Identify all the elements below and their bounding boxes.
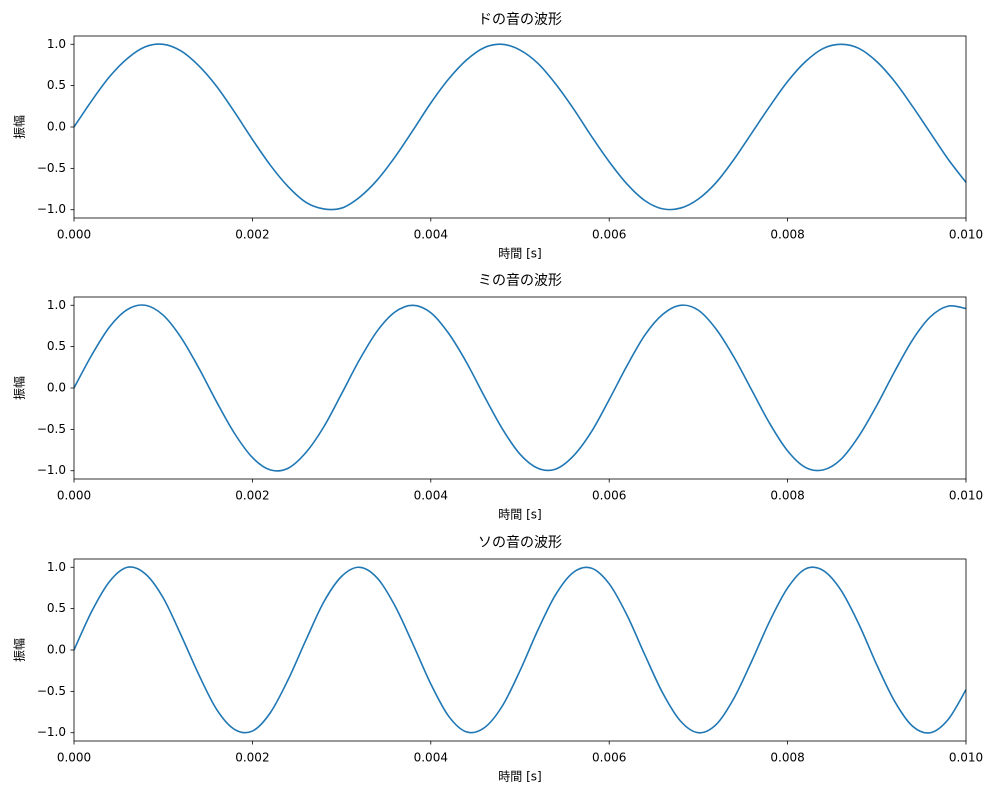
x-tick-label: 0.008 bbox=[770, 228, 804, 242]
y-tick-label: 0.5 bbox=[47, 339, 66, 353]
y-tick-label: 1.0 bbox=[47, 37, 66, 51]
x-tick-label: 0.010 bbox=[949, 489, 983, 503]
x-tick-label: 0.010 bbox=[949, 228, 983, 242]
x-tick-label: 0.000 bbox=[57, 489, 91, 503]
y-tick-label: −1.0 bbox=[37, 725, 66, 739]
x-axis-label: 時間 [s] bbox=[498, 770, 541, 784]
x-tick-label: 0.010 bbox=[949, 751, 983, 765]
axes-frame bbox=[73, 296, 967, 480]
axes-frame bbox=[73, 35, 967, 219]
x-tick-label: 0.000 bbox=[57, 228, 91, 242]
y-tick-label: −0.5 bbox=[37, 161, 66, 175]
y-tick-label: 0.0 bbox=[47, 120, 66, 134]
x-axis-label: 時間 [s] bbox=[498, 508, 541, 522]
axes-frame bbox=[73, 558, 967, 742]
x-tick-label: 0.002 bbox=[235, 228, 269, 242]
wave-line bbox=[74, 43, 966, 211]
x-tick-label: 0.002 bbox=[235, 489, 269, 503]
x-tick-label: 0.004 bbox=[414, 751, 448, 765]
y-axis-label: 振幅 bbox=[12, 115, 27, 139]
x-axis-label: 時間 [s] bbox=[498, 247, 541, 261]
x-tick-label: 0.006 bbox=[592, 751, 626, 765]
y-tick-label: −1.0 bbox=[37, 202, 66, 216]
x-tick-label: 0.008 bbox=[770, 751, 804, 765]
y-axis-label: 振幅 bbox=[12, 638, 27, 662]
x-tick-label: 0.002 bbox=[235, 751, 269, 765]
chart-title: ミの音の波形 bbox=[478, 272, 562, 289]
y-tick-label: 1.0 bbox=[47, 560, 66, 574]
x-tick-label: 0.006 bbox=[592, 489, 626, 503]
x-tick-label: 0.006 bbox=[592, 228, 626, 242]
y-tick-label: −0.5 bbox=[37, 422, 66, 436]
chart-title: ドの音の波形 bbox=[478, 11, 562, 28]
y-tick-label: −0.5 bbox=[37, 684, 66, 698]
y-axis-label: 振幅 bbox=[12, 376, 27, 400]
y-tick-label: 1.0 bbox=[47, 298, 66, 312]
y-tick-label: 0.0 bbox=[47, 643, 66, 657]
y-tick-label: 0.0 bbox=[47, 381, 66, 395]
chart-title: ソの音の波形 bbox=[478, 534, 562, 551]
y-tick-label: −1.0 bbox=[37, 463, 66, 477]
wave-line bbox=[74, 304, 966, 472]
x-tick-label: 0.004 bbox=[414, 228, 448, 242]
y-tick-label: 0.5 bbox=[47, 78, 66, 92]
x-tick-label: 0.000 bbox=[57, 751, 91, 765]
x-tick-label: 0.004 bbox=[414, 489, 448, 503]
y-tick-label: 0.5 bbox=[47, 601, 66, 615]
x-tick-label: 0.008 bbox=[770, 489, 804, 503]
wave-line bbox=[74, 566, 966, 734]
